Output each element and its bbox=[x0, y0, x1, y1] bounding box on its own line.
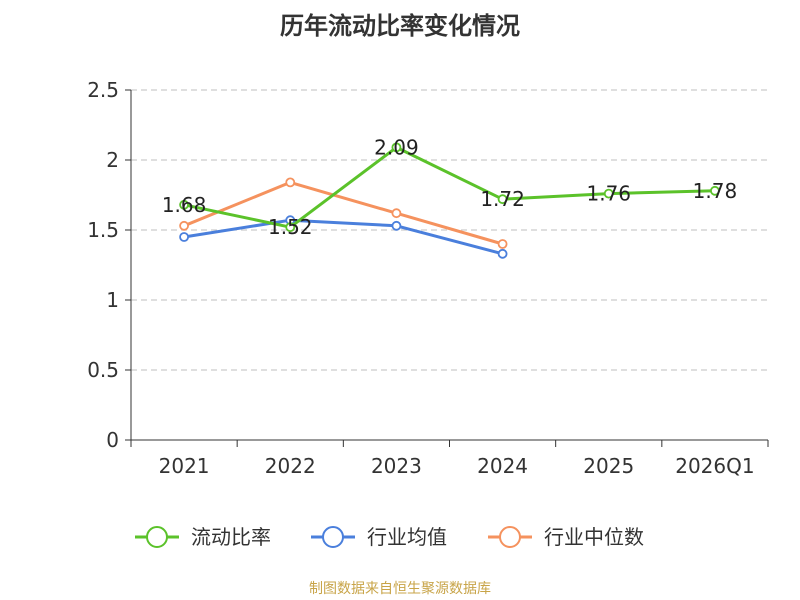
series-line bbox=[183, 145, 715, 229]
data-point bbox=[391, 220, 402, 231]
data-point bbox=[179, 199, 189, 210]
y-axis-ticks: 0 0.5 1 1.5 2 2.5 bbox=[87, 78, 131, 452]
data-point bbox=[497, 194, 508, 205]
y-tick-label: 0 bbox=[106, 428, 119, 452]
legend-label: 行业均值 bbox=[367, 525, 447, 549]
source-note: 制图数据来自恒生聚源数据库 bbox=[309, 581, 491, 597]
data-label: 1.78 bbox=[693, 179, 738, 203]
legend-label: 行业中位数 bbox=[544, 525, 644, 549]
x-tick-label: 2024 bbox=[477, 454, 528, 478]
data-point bbox=[391, 142, 402, 153]
y-tick-label: 1.5 bbox=[87, 218, 119, 242]
data-point bbox=[603, 188, 614, 199]
legend-marker bbox=[499, 526, 521, 548]
data-point bbox=[497, 239, 508, 249]
data-labels: 1.68 1.52 2.09 1.72 1.76 1.78 bbox=[162, 135, 737, 239]
series-line bbox=[183, 218, 503, 256]
x-tick-label: 2026Q1 bbox=[675, 454, 754, 478]
data-label: 1.76 bbox=[586, 182, 631, 206]
y-tick-label: 0.5 bbox=[87, 358, 119, 382]
y-tick-label: 1 bbox=[106, 288, 119, 312]
grid-lines bbox=[131, 89, 768, 371]
y-tick-label: 2.5 bbox=[87, 78, 119, 102]
axes bbox=[130, 90, 768, 441]
x-tick-label: 2022 bbox=[265, 454, 316, 478]
series-line bbox=[183, 180, 504, 246]
data-point bbox=[179, 232, 189, 242]
legend-marker bbox=[146, 526, 168, 548]
data-point bbox=[285, 222, 296, 233]
legend-marker bbox=[322, 526, 344, 548]
data-point bbox=[285, 177, 296, 188]
data-point bbox=[710, 185, 720, 196]
data-label: 2.09 bbox=[374, 135, 419, 159]
x-tick-label: 2023 bbox=[371, 454, 422, 478]
data-point bbox=[497, 248, 508, 259]
x-tick-label: 2025 bbox=[583, 454, 634, 478]
legend[interactable]: 流动比率 行业均值 行业中位数 bbox=[135, 525, 644, 549]
chart-title: 历年流动比率变化情况 bbox=[280, 12, 520, 40]
series-group bbox=[179, 142, 720, 259]
x-tick-label: 2021 bbox=[159, 454, 210, 478]
data-point bbox=[391, 208, 402, 219]
data-label: 1.72 bbox=[480, 187, 525, 211]
legend-label: 流动比率 bbox=[191, 525, 271, 549]
data-label: 1.68 bbox=[162, 193, 207, 217]
x-axis-ticks: 2021 2022 2023 2024 2025 2026Q1 bbox=[130, 440, 769, 478]
data-label: 1.52 bbox=[268, 215, 313, 239]
y-tick-label: 2 bbox=[106, 148, 119, 172]
data-point bbox=[179, 220, 189, 231]
